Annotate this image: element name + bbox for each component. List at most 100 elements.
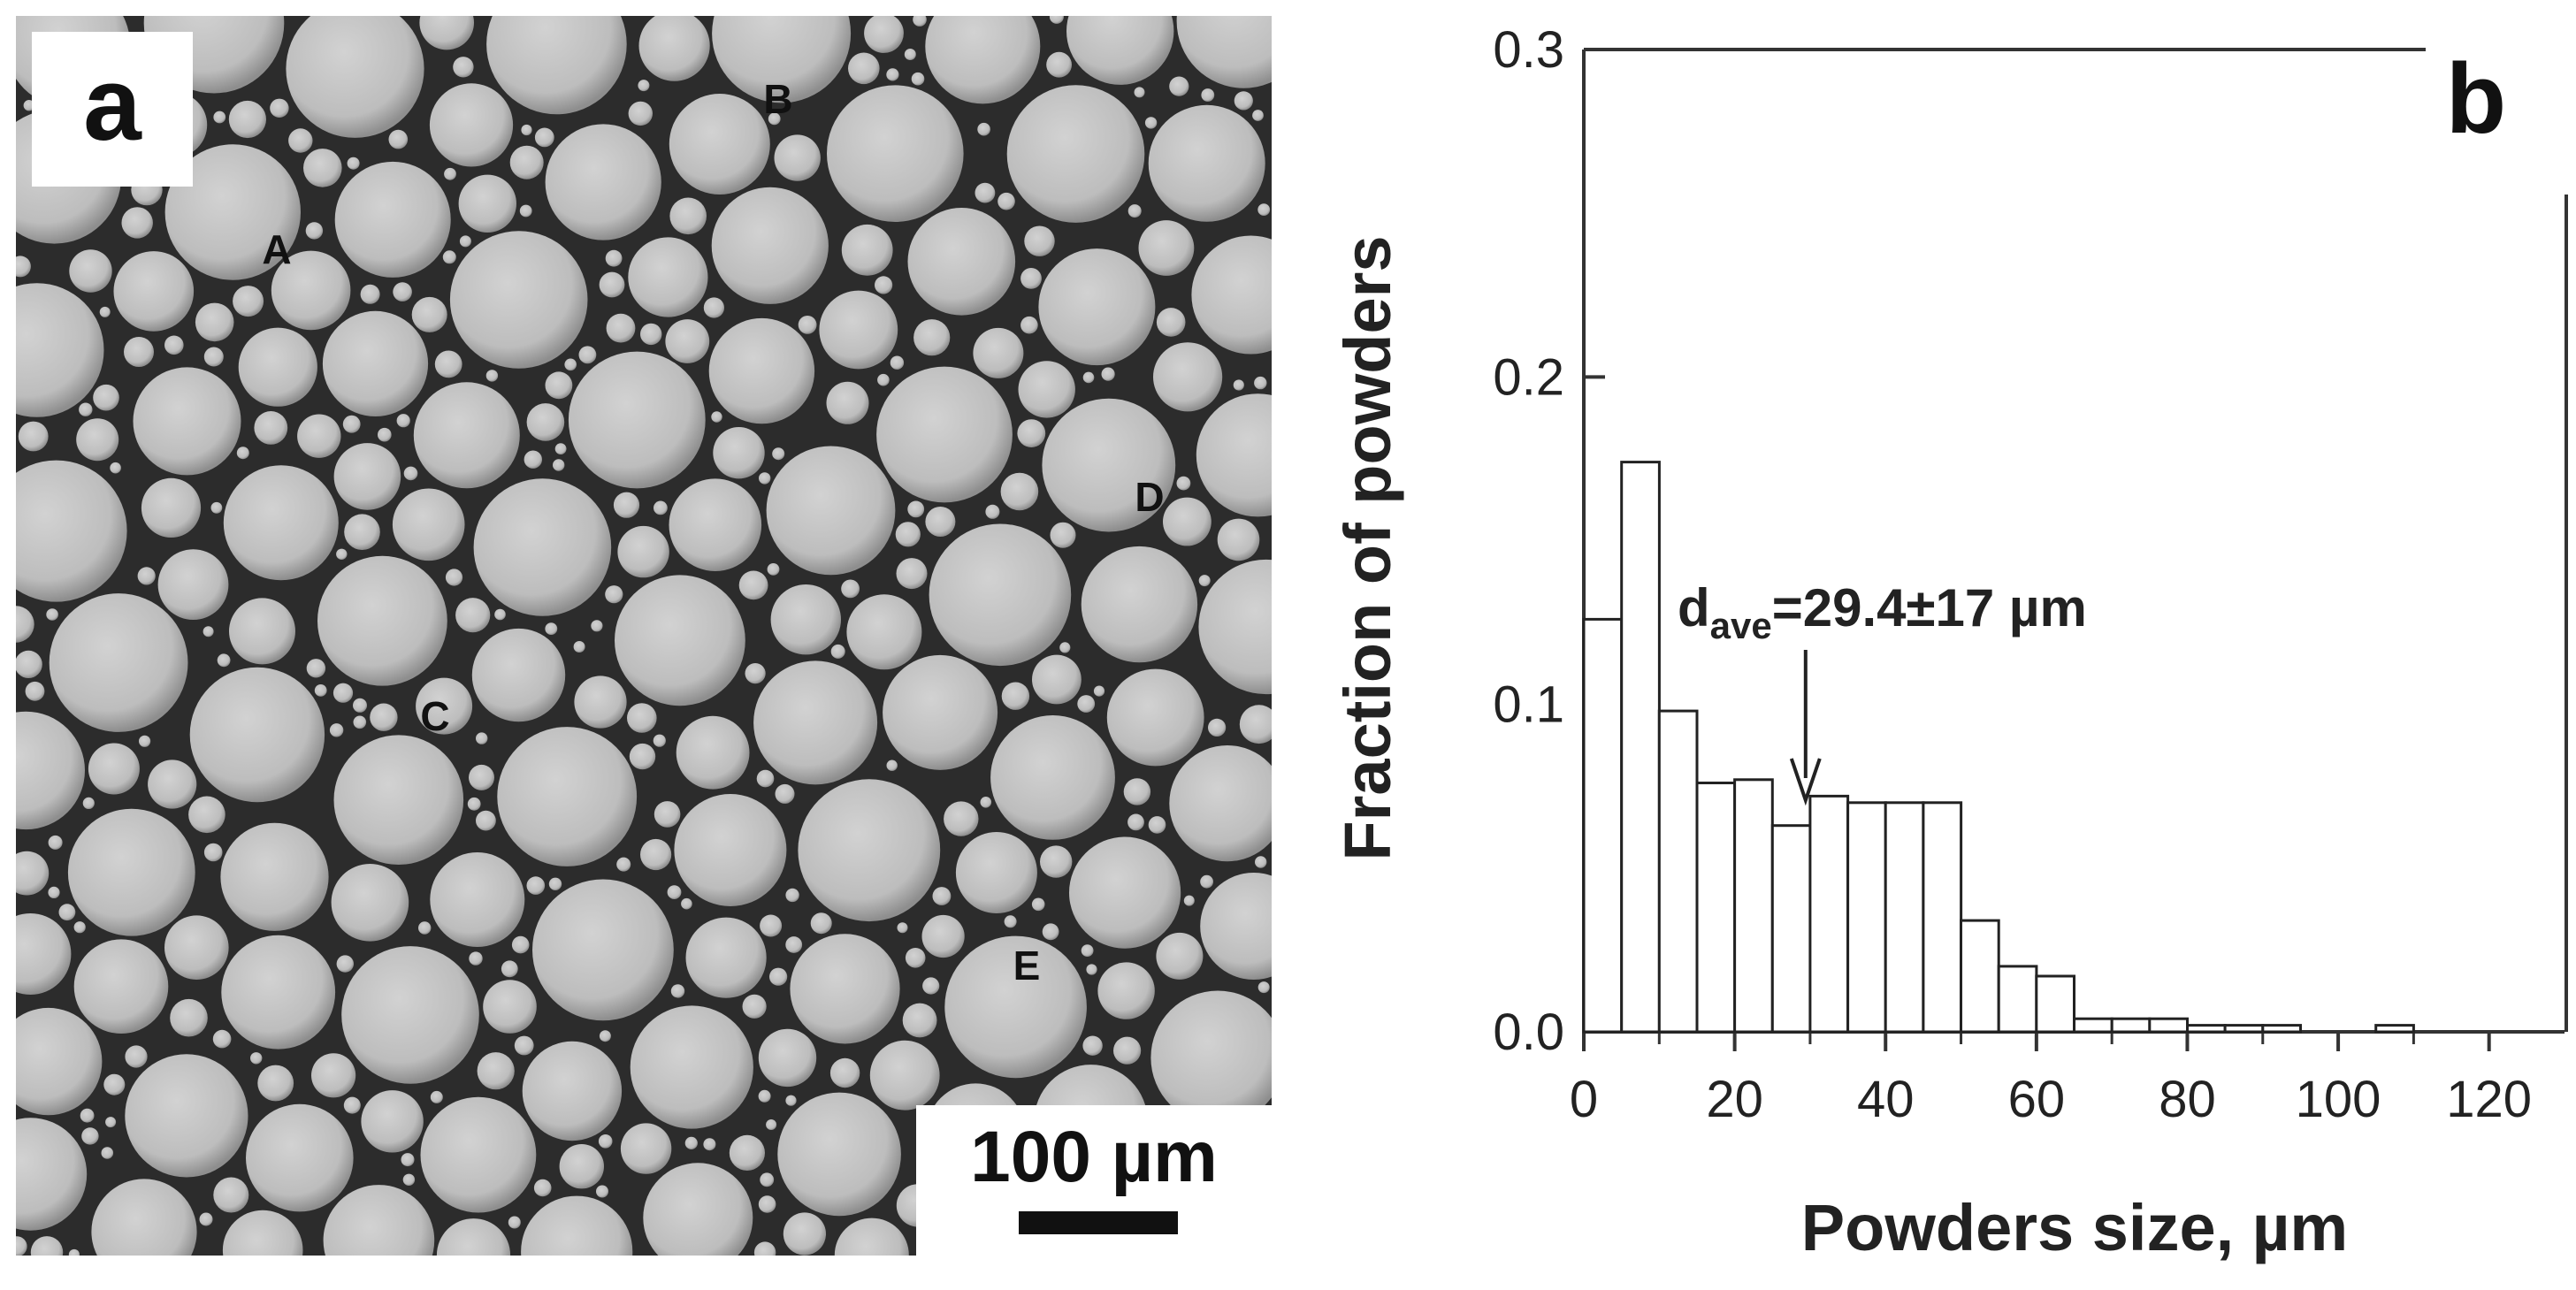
histogram-bar [2374,1024,2415,1034]
powder-particle [203,347,224,367]
powder-particle [785,888,799,903]
powder-particle [524,450,542,469]
histogram-bar [1695,782,1737,1034]
powder-particle [613,492,640,518]
powder-particle [886,759,898,771]
powder-particle [620,1123,672,1174]
powder-particle [333,683,354,703]
powder-particle [1176,476,1191,491]
powder-particle [913,12,927,27]
powder-particle [591,620,603,632]
powder-particle [497,727,638,866]
powder-particle [378,427,392,442]
powder-particle [333,735,464,865]
powder-particle [18,421,49,452]
powder-particle [514,1035,534,1056]
powder-particle [467,797,481,811]
powder-particle [353,698,367,713]
powder-particle [511,935,530,954]
powder-particle [1156,932,1204,980]
powder-particle [907,500,925,518]
powder-particle [1234,91,1253,111]
powder-particle [341,946,479,1084]
powder-particle [810,912,832,935]
powder-particle [471,628,566,722]
powder-particle [82,797,95,810]
powder-particle [711,187,829,304]
powder-particle [314,684,327,697]
powder-particle [509,145,544,179]
powder-particle [1138,220,1195,276]
powder-particle [713,427,765,479]
powder-particle [221,935,336,1050]
powder-particle [985,504,1000,519]
powder-particle [785,1095,797,1106]
powder-particle [329,723,344,737]
y-tick-label: 0.1 [1493,676,1564,734]
powder-particle [998,192,1015,210]
powder-particle [1050,522,1076,548]
powder-particle [669,478,762,571]
powder-particle [429,83,514,167]
powder-particle [444,167,456,180]
powder-particle [922,977,940,995]
powder-particle [238,327,317,407]
powder-particle [133,367,241,476]
powder-particle [1127,204,1142,218]
powder-particle [753,660,878,785]
size-distribution-chart: 0.0 0.1 0.2 0.3 0 20 40 60 80 100 120 Powders siz… [1331,21,2568,1264]
powder-particle [229,598,295,665]
powder-particle [254,411,288,445]
powder-particle [1066,0,1174,85]
powder-particle [1059,642,1071,653]
powder-particle [548,877,562,890]
powder-particle [105,1117,117,1128]
histogram-bar [1922,801,1963,1034]
powder-particle [483,980,537,1034]
powder-particle [774,134,821,181]
mean-size-annotation: dave=29.4±17 µm [1678,578,2087,646]
powder-particle [729,1134,766,1171]
powder-particle [1255,856,1267,868]
powder-particle [73,921,86,934]
powder-particle [1183,895,1195,906]
powder-particle [1233,379,1244,391]
powder-particle [1150,990,1285,1125]
powder-particle [459,235,471,248]
powder-particle [388,129,409,149]
powder-particle [0,460,127,602]
powder-particle [1163,497,1212,546]
powder-particle [1257,203,1271,217]
powder-particle [0,1118,88,1231]
powder-particle [875,276,893,294]
powder-particle [0,1007,103,1116]
powder-particle [343,1096,361,1114]
powder-particle [628,237,708,317]
powder-particle [93,384,119,411]
powder-particle [929,523,1072,667]
powder-particle [469,951,483,966]
powder-particle [766,1119,777,1130]
powder-particle [654,500,668,515]
powder-particle [1082,1035,1103,1056]
powder-particle [141,477,202,538]
powder-particle [67,808,195,936]
powder-particle [841,224,893,276]
histogram-panel: 0.0 0.1 0.2 0.3 0 20 40 60 80 100 120 Powders siz… [1291,0,2576,1286]
y-ticks: 0.0 0.1 0.2 0.3 [1493,21,1605,1061]
histogram-bar [1846,801,1887,1034]
powder-particle [1040,845,1073,878]
powder-particle [336,548,348,560]
powder-particle [1106,668,1204,767]
powder-particle [760,914,783,937]
powder-particle [1038,248,1156,366]
scale-bar-label: 100 µm [970,1117,1218,1197]
powder-particle [213,1177,249,1213]
powder-particle [1086,964,1097,975]
powder-particle [895,522,921,547]
powder-particle [199,1212,213,1226]
powder-particle [228,100,266,139]
powder-particle [476,810,496,831]
sem-micrograph-panel: a A B C D E 100 µm [0,0,1334,1290]
powder-particle [1169,745,1286,862]
